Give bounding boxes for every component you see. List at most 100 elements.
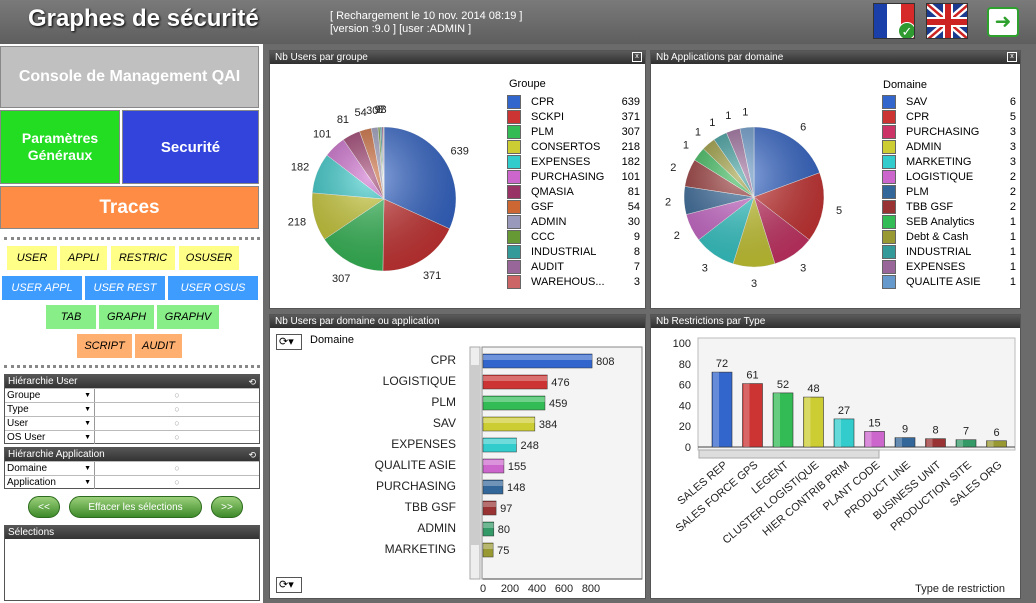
refresh-icon[interactable]: ⟲ (248, 377, 256, 387)
cycle-dimension-icon[interactable]: ⟳▾ (276, 577, 302, 593)
traces-button[interactable]: Traces (0, 186, 259, 229)
tab-appli[interactable]: APPLI (60, 246, 107, 270)
legend-label: ADMIN (906, 141, 942, 153)
legend-item[interactable]: QUALITE ASIE 1 (882, 275, 1016, 290)
bar[interactable] (482, 458, 505, 474)
tab-user-appl[interactable]: USER APPL (2, 276, 82, 300)
bar[interactable] (833, 418, 855, 448)
legend-value: 7 (633, 261, 640, 273)
bar[interactable] (482, 479, 504, 495)
bar[interactable] (711, 371, 733, 448)
legend-item[interactable]: CPR 5 (882, 110, 1016, 125)
tab-audit[interactable]: AUDIT (135, 334, 182, 358)
legend-item[interactable]: Debt & Cash 1 (882, 230, 1016, 245)
legend-item[interactable]: AUDIT 7 (507, 260, 640, 275)
next-button[interactable]: >> (211, 496, 243, 518)
bar[interactable] (955, 439, 977, 448)
pie-value-label: 3 (381, 104, 387, 116)
bar[interactable] (803, 396, 824, 448)
legend-item[interactable]: PURCHASING 3 (882, 125, 1016, 140)
prev-button[interactable]: << (28, 496, 60, 518)
legend-item[interactable]: CCC 9 (507, 230, 640, 245)
hierarchy-row[interactable]: Application ▼ ○ (5, 475, 259, 489)
bar[interactable] (925, 438, 946, 448)
legend-item[interactable]: CPR 639 (507, 95, 640, 110)
tab-tab[interactable]: TAB (46, 305, 96, 329)
tab-restric[interactable]: RESTRIC (111, 246, 175, 270)
legend-item[interactable]: SCKPI 371 (507, 110, 640, 125)
legend-value: 3 (1009, 156, 1016, 168)
legend-item[interactable]: TBB GSF 2 (882, 200, 1016, 215)
bar[interactable] (482, 500, 497, 516)
french-flag-icon[interactable]: ✓ (873, 3, 915, 39)
tab-graphv[interactable]: GRAPHV (157, 305, 219, 329)
bar-category-label[interactable]: PURCHASING (376, 479, 456, 493)
legend-item[interactable]: PLM 307 (507, 125, 640, 140)
legend-item[interactable]: INDUSTRIAL 1 (882, 245, 1016, 260)
legend-item[interactable]: EXPENSES 182 (507, 155, 640, 170)
bar[interactable] (864, 431, 885, 448)
hierarchy-row[interactable]: Groupe ▼ ○ (5, 388, 259, 402)
maximize-icon[interactable]: x (1007, 52, 1017, 62)
bar[interactable] (482, 416, 536, 432)
legend-item[interactable]: CONSERTOS 218 (507, 140, 640, 155)
legend-item[interactable]: WAREHOUS... 3 (507, 275, 640, 290)
tab-osuser[interactable]: OSUSER (179, 246, 239, 270)
refresh-icon[interactable]: ⟲ (248, 450, 256, 460)
legend-item[interactable]: GSF 54 (507, 200, 640, 215)
params-button[interactable]: Paramètres Généraux (0, 110, 120, 184)
bar[interactable] (482, 374, 548, 390)
cycle-dimension-icon[interactable]: ⟳▾ (276, 334, 302, 350)
bar[interactable] (482, 542, 494, 558)
bar[interactable] (894, 437, 916, 448)
bar-category-label[interactable]: MARKETING (385, 542, 456, 556)
exit-icon[interactable]: ➜ (987, 7, 1019, 37)
maximize-icon[interactable]: x (632, 52, 642, 62)
y-tick-label: 60 (679, 380, 691, 392)
clear-selections-button[interactable]: Effacer les sélections (69, 496, 202, 518)
uk-flag-icon[interactable] (926, 3, 968, 39)
legend-item[interactable]: ADMIN 30 (507, 215, 640, 230)
bar-category-label[interactable]: CPR (431, 353, 457, 367)
bar[interactable] (482, 521, 495, 537)
legend-item[interactable]: MARKETING 3 (882, 155, 1016, 170)
bar-category-label[interactable]: ADMIN (417, 521, 456, 535)
bar[interactable] (482, 353, 593, 369)
legend-value: 1 (1009, 261, 1016, 273)
tab-script[interactable]: SCRIPT (77, 334, 132, 358)
legend-item[interactable]: LOGISTIQUE 2 (882, 170, 1016, 185)
hierarchy-row[interactable]: User ▼ ○ (5, 416, 259, 430)
console-button[interactable]: Console de Management QAI (0, 46, 259, 108)
bar-category-label[interactable]: SAV (433, 416, 456, 430)
bar-category-label[interactable]: TBB GSF (405, 500, 456, 514)
hbar-chart[interactable]: CPR 808 LOGISTIQUE 476 PLM 459 SAV 384 EXPENSES 2… (270, 345, 646, 595)
tab-graph[interactable]: GRAPH (99, 305, 154, 329)
legend-item[interactable]: PLM 2 (882, 185, 1016, 200)
securite-button[interactable]: Securité (122, 110, 259, 184)
tab-user[interactable]: USER (7, 246, 57, 270)
bar-category-label[interactable]: PLM (431, 395, 456, 409)
legend-item[interactable]: PURCHASING 101 (507, 170, 640, 185)
bar-category-label[interactable]: QUALITE ASIE (375, 458, 456, 472)
legend-item[interactable]: INDUSTRIAL 8 (507, 245, 640, 260)
legend-item[interactable]: EXPENSES 1 (882, 260, 1016, 275)
hierarchy-row[interactable]: Type ▼ ○ (5, 402, 259, 416)
legend-item[interactable]: QMASIA 81 (507, 185, 640, 200)
bar-category-label[interactable]: LOGISTIQUE (383, 374, 456, 388)
tab-user-osus[interactable]: USER OSUS (168, 276, 258, 300)
legend-item[interactable]: SEB Analytics 1 (882, 215, 1016, 230)
legend-item[interactable]: SAV 6 (882, 95, 1016, 110)
legend-value: 1 (1009, 231, 1016, 243)
hierarchy-row[interactable]: Domaine ▼ ○ (5, 461, 259, 475)
tab-user-rest[interactable]: USER REST (85, 276, 165, 300)
bar[interactable] (482, 437, 517, 453)
bar[interactable] (772, 392, 794, 448)
bar[interactable] (742, 383, 763, 448)
bar[interactable] (986, 440, 1007, 448)
bar-category-label[interactable]: EXPENSES (391, 437, 456, 451)
legend-value: 2 (1009, 171, 1016, 183)
hierarchy-row[interactable]: OS User ▼ ○ (5, 430, 259, 444)
bar[interactable] (482, 395, 546, 411)
legend-item[interactable]: ADMIN 3 (882, 140, 1016, 155)
